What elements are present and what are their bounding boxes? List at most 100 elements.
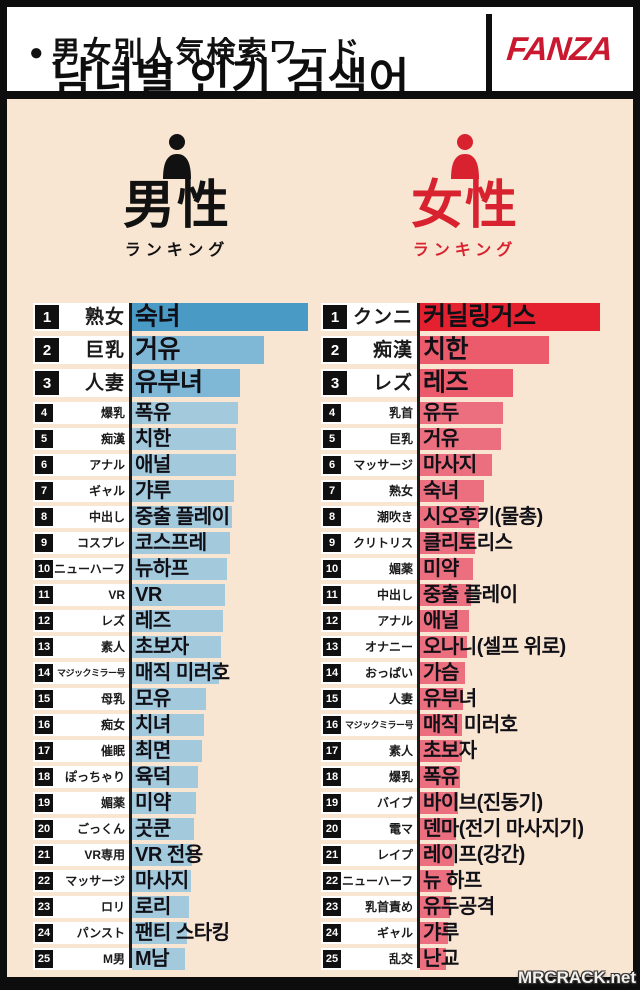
term-korean: VR 전용 <box>135 844 203 866</box>
term-japanese: VR専用 <box>84 848 125 862</box>
bar-area: 레즈 <box>420 369 609 397</box>
term-japanese: 痴女 <box>100 718 125 732</box>
rank-bar <box>132 922 187 944</box>
term-japanese: アナル <box>89 458 125 472</box>
bar-area: 애널 <box>420 610 609 632</box>
rank-row: 24 ギャル 갸루 <box>321 922 609 944</box>
bar-area: 마사지 <box>132 870 321 892</box>
content-area: 男性 ランキング 1 熟女 숙녀 2 巨乳 거유 3 人妻 유부녀 4 爆乳 폭유 5 痴漢 치한 6 アナル 애널 7… <box>7 99 633 977</box>
rank-badge: 18 <box>323 768 341 786</box>
rank-row: 11 VR VR <box>33 584 321 606</box>
rank-badge: 24 <box>323 924 341 942</box>
column-female: 女性 ランキング 1 クンニ 커닐링거스 2 痴漢 치한 3 レズ 레즈 4 乳首 유두 5 巨乳 거유 6 マッサ… <box>321 125 609 974</box>
rank-row: 22 ニューハーフ 뉴 하프 <box>321 870 609 892</box>
row-label-strip: 23 ロリ <box>33 896 129 918</box>
term-japanese: 痴漢 <box>100 432 125 446</box>
rank-row: 15 人妻 유부녀 <box>321 688 609 710</box>
bar-area: 뉴하프 <box>132 558 321 580</box>
rank-bar <box>420 584 472 606</box>
rank-bar <box>420 428 502 450</box>
rank-badge: 1 <box>323 305 347 329</box>
row-label-strip: 21 VR専用 <box>33 844 129 866</box>
term-korean: 모유 <box>135 688 171 710</box>
bar-area: 클리토리스 <box>420 532 609 554</box>
row-label-strip: 5 痴漢 <box>33 428 129 450</box>
bar-area: 커닐링거스 <box>420 303 609 331</box>
rank-row: 2 痴漢 치한 <box>321 336 609 364</box>
header-bar: ● 男女別人気検索ワード FANZA <box>7 7 633 98</box>
term-korean: 초보자 <box>423 740 477 762</box>
rank-badge: 9 <box>35 534 53 552</box>
term-japanese: ぽっちゃり <box>64 770 125 784</box>
rank-badge: 6 <box>323 456 341 474</box>
rank-bar <box>420 532 475 554</box>
term-korean: 거유 <box>135 335 181 364</box>
rank-bar <box>420 792 458 814</box>
row-label-strip: 25 乱交 <box>321 948 417 970</box>
term-korean: 난교 <box>423 948 459 970</box>
rank-badge: 18 <box>35 768 53 786</box>
rank-badge: 4 <box>35 404 53 422</box>
female-column-header: 女性 ランキング <box>321 133 609 295</box>
rank-row: 11 中出し 중출 플레이 <box>321 584 609 606</box>
rank-bar <box>132 636 221 658</box>
term-japanese: ギャル <box>88 484 125 498</box>
term-korean: 유부녀 <box>423 688 477 710</box>
rank-badge: 10 <box>323 560 341 578</box>
term-korean: 오나니(셀프 위로) <box>423 636 566 658</box>
bar-area: 유부녀 <box>132 369 321 397</box>
row-label-strip: 24 パンスト <box>33 922 129 944</box>
rank-bar <box>420 896 451 918</box>
row-label-strip: 7 熟女 <box>321 480 417 502</box>
bar-area: 마사지 <box>420 454 609 476</box>
bar-area: 거유 <box>132 336 321 364</box>
rank-row: 10 ニューハーフ 뉴하프 <box>33 558 321 580</box>
term-korean: 곳쿤 <box>135 818 171 840</box>
rank-bar <box>132 558 227 580</box>
page-title-korean: 남녀별 인기 검색어 <box>52 55 411 104</box>
fanza-logo: FANZA <box>504 30 614 67</box>
rank-row: 23 ロリ 로리 <box>33 896 321 918</box>
term-korean: 뉴 하프 <box>423 870 482 892</box>
bar-area: 레이프(강간) <box>420 844 609 866</box>
male-column-subtitle: ランキング <box>124 241 230 259</box>
rank-row: 1 クンニ 커닐링거스 <box>321 303 609 331</box>
rank-badge: 4 <box>323 404 341 422</box>
bar-area: 거유 <box>420 428 609 450</box>
row-label-strip: 6 マッサージ <box>321 454 417 476</box>
rank-bar <box>132 610 223 632</box>
rank-bar <box>420 558 473 580</box>
rank-badge: 20 <box>35 820 53 838</box>
bar-area: 유두공격 <box>420 896 609 918</box>
row-label-strip: 18 ぽっちゃり <box>33 766 129 788</box>
bar-area: 팬티 스타킹 <box>132 922 321 944</box>
rank-bar <box>420 870 453 892</box>
term-korean: 애널 <box>423 610 459 632</box>
term-korean: 유부녀 <box>135 368 203 397</box>
term-japanese: ギャル <box>376 926 413 940</box>
rank-row: 5 巨乳 거유 <box>321 428 609 450</box>
term-korean: 폭유 <box>135 402 171 424</box>
term-japanese: 乳首責め <box>364 900 413 914</box>
term-korean: 레즈 <box>423 368 469 397</box>
term-japanese: クリトリス <box>352 536 413 550</box>
row-label-strip: 7 ギャル <box>33 480 129 502</box>
female-column-subtitle: ランキング <box>412 241 518 259</box>
bar-area: 육덕 <box>132 766 321 788</box>
rank-badge: 11 <box>323 586 341 604</box>
rank-bar <box>132 792 197 814</box>
rank-row: 15 母乳 모유 <box>33 688 321 710</box>
rank-badge: 12 <box>35 612 53 630</box>
bar-area: 치한 <box>420 336 609 364</box>
rank-bar <box>132 480 235 502</box>
row-label-strip: 16 痴女 <box>33 714 129 736</box>
rank-row: 14 おっぱい 가슴 <box>321 662 609 684</box>
bar-area: 치녀 <box>132 714 321 736</box>
term-korean: 거유 <box>423 428 459 450</box>
rank-bar <box>420 740 462 762</box>
bar-area: VR <box>132 584 321 606</box>
rank-bar <box>132 584 225 606</box>
term-korean: 숙녀 <box>135 302 181 331</box>
term-japanese: オナニー <box>364 640 413 654</box>
term-japanese: 巨乳 <box>84 339 125 361</box>
